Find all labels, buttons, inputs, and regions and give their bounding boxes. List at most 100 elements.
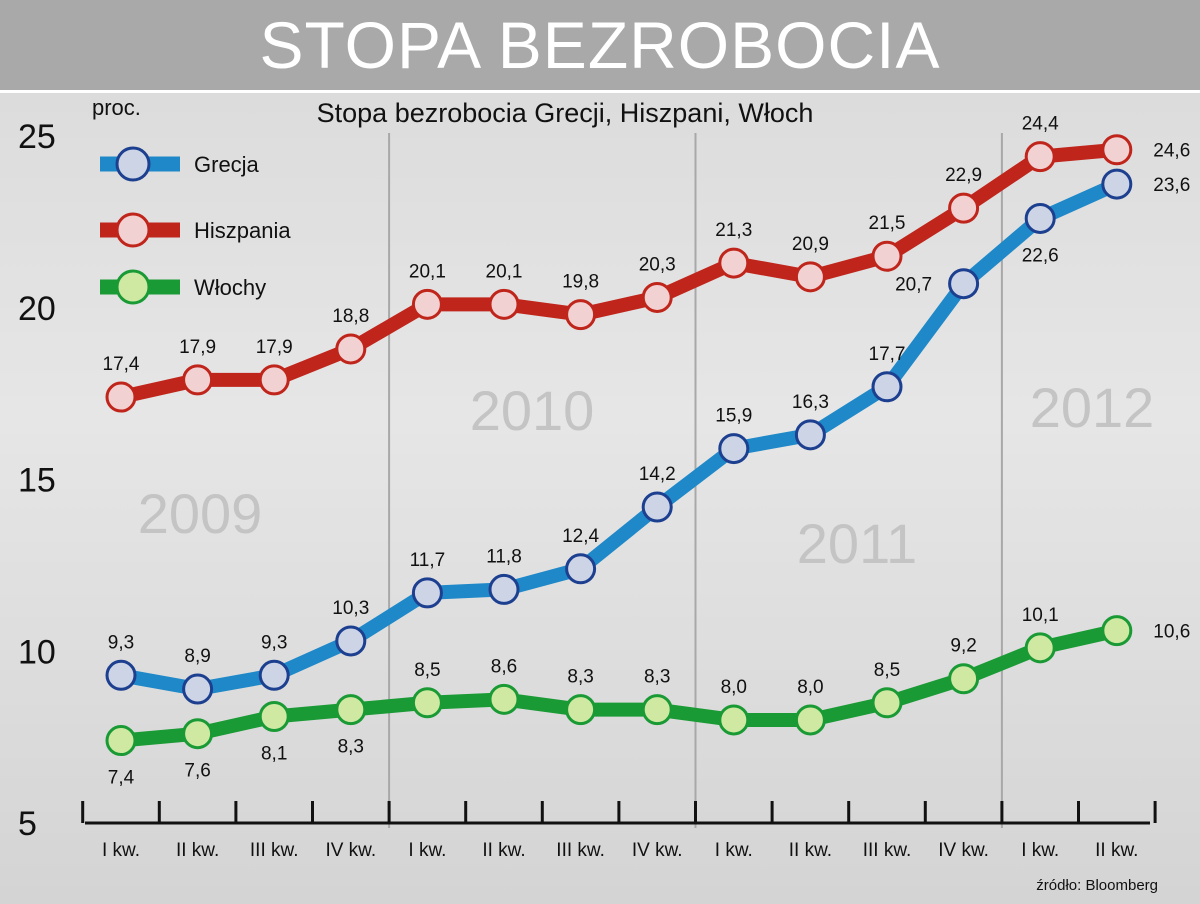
source-note: źródło: Bloomberg bbox=[1036, 877, 1158, 894]
data-label-grecja: 9,3 bbox=[108, 632, 134, 653]
data-label-grecja: 15,9 bbox=[715, 406, 752, 427]
x-tick-label: IV kw. bbox=[632, 840, 683, 861]
legend-label: Hiszpania bbox=[194, 218, 291, 243]
data-label-hiszpania: 24,6 bbox=[1153, 141, 1190, 162]
data-label-włochy: 7,6 bbox=[184, 761, 210, 782]
chart-title: Stopa bezrobocia Grecji, Hiszpani, Włoch bbox=[317, 98, 814, 128]
data-label-hiszpania: 22,9 bbox=[945, 165, 982, 186]
data-point-grecja bbox=[948, 268, 980, 300]
data-label-włochy: 8,1 bbox=[261, 744, 287, 765]
legend-label: Włochy bbox=[194, 275, 266, 300]
x-tick-label: I kw. bbox=[715, 840, 753, 861]
data-label-grecja: 16,3 bbox=[792, 392, 829, 413]
y-tick-label: 5 bbox=[18, 805, 37, 843]
legend-item-grecja: Grecja bbox=[100, 146, 260, 182]
data-label-włochy: 8,3 bbox=[567, 667, 593, 688]
data-point-włochy bbox=[488, 683, 520, 715]
legend-swatch-marker bbox=[115, 269, 151, 305]
legend-swatch-marker bbox=[115, 212, 151, 248]
data-label-włochy: 8,0 bbox=[797, 677, 823, 698]
data-label-hiszpania: 17,9 bbox=[179, 337, 216, 358]
data-label-włochy: 8,0 bbox=[721, 677, 747, 698]
data-point-hiszpania bbox=[871, 240, 903, 272]
data-point-hiszpania bbox=[948, 192, 980, 224]
x-tick-label: IV kw. bbox=[325, 840, 376, 861]
data-point-grecja bbox=[258, 659, 290, 691]
x-tick-label: IV kw. bbox=[938, 840, 989, 861]
data-point-grecja bbox=[871, 371, 903, 403]
x-tick-label: I kw. bbox=[1021, 840, 1059, 861]
data-point-grecja bbox=[794, 419, 826, 451]
data-point-włochy bbox=[871, 687, 903, 719]
data-point-grecja bbox=[182, 673, 214, 705]
legend-item-włochy: Włochy bbox=[100, 269, 266, 305]
data-label-hiszpania: 17,9 bbox=[256, 337, 293, 358]
data-label-grecja: 20,7 bbox=[895, 275, 932, 296]
x-tick-label: III kw. bbox=[863, 840, 912, 861]
x-tick-label: III kw. bbox=[250, 840, 299, 861]
banner-title: STOPA BEZROBOCIA bbox=[259, 8, 941, 82]
data-label-hiszpania: 21,3 bbox=[715, 220, 752, 241]
data-label-hiszpania: 20,9 bbox=[792, 234, 829, 255]
data-label-grecja: 12,4 bbox=[562, 526, 599, 547]
data-point-włochy bbox=[182, 718, 214, 750]
data-point-grecja bbox=[335, 625, 367, 657]
data-point-włochy bbox=[411, 687, 443, 719]
data-label-grecja: 11,7 bbox=[410, 550, 446, 571]
data-point-grecja bbox=[1024, 202, 1056, 234]
data-label-grecja: 11,8 bbox=[486, 546, 522, 567]
data-label-grecja: 9,3 bbox=[261, 632, 287, 653]
data-label-hiszpania: 19,8 bbox=[562, 272, 599, 293]
data-point-hiszpania bbox=[1101, 134, 1133, 166]
data-point-włochy bbox=[794, 704, 826, 736]
data-point-grecja bbox=[105, 659, 137, 691]
legend-swatch-marker bbox=[115, 146, 151, 182]
data-label-hiszpania: 24,4 bbox=[1022, 114, 1059, 135]
chart-area: 2009 2010 2011 2012 I kw. II kw. III kw. IV kw… bbox=[0, 93, 1200, 904]
x-tick-label: II kw. bbox=[789, 840, 832, 861]
data-label-włochy: 9,2 bbox=[950, 636, 976, 657]
data-label-włochy: 8,3 bbox=[338, 737, 364, 758]
x-tick-label: II kw. bbox=[176, 840, 219, 861]
x-tick-label: II kw. bbox=[1095, 840, 1138, 861]
data-label-włochy: 8,5 bbox=[414, 660, 440, 681]
data-point-włochy bbox=[258, 701, 290, 733]
data-point-włochy bbox=[565, 694, 597, 726]
data-point-włochy bbox=[335, 694, 367, 726]
data-point-grecja bbox=[488, 573, 520, 605]
data-label-hiszpania: 20,1 bbox=[409, 261, 446, 282]
data-label-grecja: 17,7 bbox=[869, 344, 906, 365]
data-point-włochy bbox=[718, 704, 750, 736]
data-label-grecja: 10,3 bbox=[332, 598, 369, 619]
data-label-grecja: 8,9 bbox=[184, 646, 210, 667]
data-point-grecja bbox=[641, 491, 673, 523]
data-label-hiszpania: 20,3 bbox=[639, 254, 676, 275]
data-point-włochy bbox=[1101, 615, 1133, 647]
data-point-hiszpania bbox=[182, 364, 214, 396]
data-point-włochy bbox=[1024, 632, 1056, 664]
data-label-włochy: 8,3 bbox=[644, 667, 670, 688]
y-axis-unit-label: proc. bbox=[92, 95, 141, 120]
banner: STOPA BEZROBOCIA bbox=[0, 0, 1200, 93]
data-point-włochy bbox=[641, 694, 673, 726]
data-label-hiszpania: 17,4 bbox=[103, 354, 140, 375]
x-tick-label: I kw. bbox=[408, 840, 446, 861]
data-label-grecja: 14,2 bbox=[639, 464, 676, 485]
data-label-hiszpania: 18,8 bbox=[332, 306, 369, 327]
x-tick-label: III kw. bbox=[556, 840, 605, 861]
data-label-włochy: 10,1 bbox=[1022, 605, 1059, 626]
data-point-hiszpania bbox=[565, 299, 597, 331]
data-point-grecja bbox=[718, 433, 750, 465]
legend-item-hiszpania: Hiszpania bbox=[100, 212, 291, 248]
data-label-włochy: 8,5 bbox=[874, 660, 900, 681]
data-point-hiszpania bbox=[105, 381, 137, 413]
data-point-hiszpania bbox=[794, 261, 826, 293]
legend-label: Grecja bbox=[194, 152, 260, 177]
year-label-2009: 2009 bbox=[138, 482, 263, 545]
data-label-włochy: 7,4 bbox=[108, 768, 135, 789]
data-point-grecja bbox=[565, 553, 597, 585]
y-tick-label: 25 bbox=[18, 118, 56, 156]
year-label-2010: 2010 bbox=[470, 379, 595, 442]
x-tick-label: I kw. bbox=[102, 840, 140, 861]
